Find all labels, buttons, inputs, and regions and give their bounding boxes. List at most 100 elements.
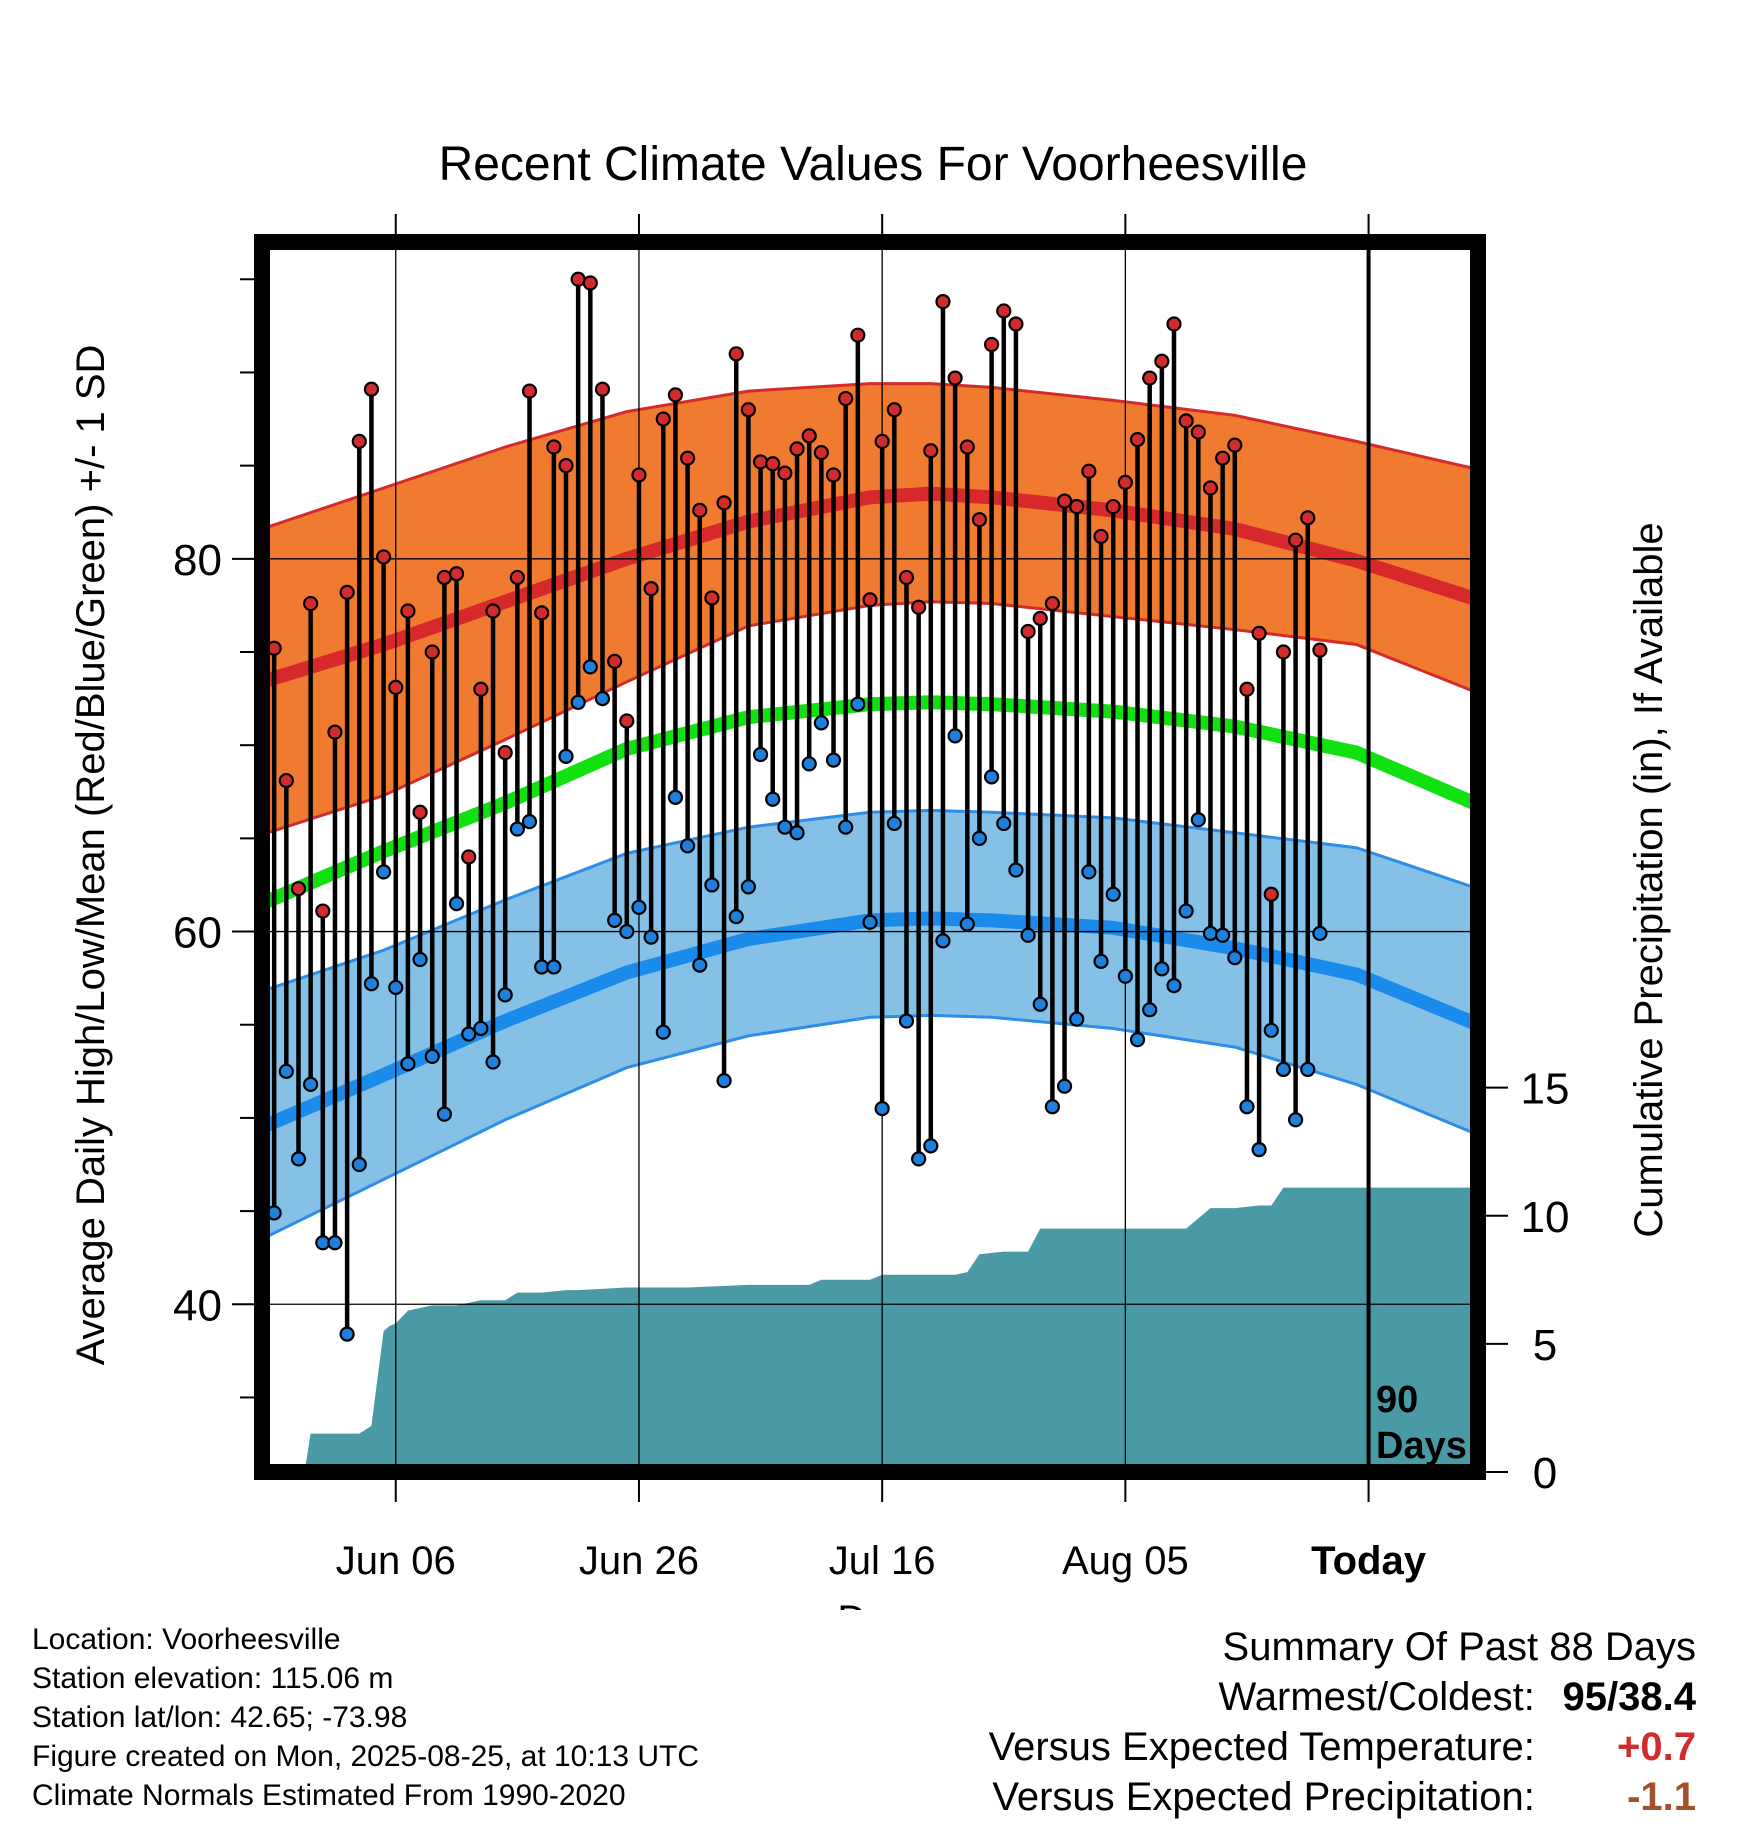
daily-high-point <box>351 433 367 450</box>
daily-high-point <box>1093 528 1109 545</box>
daily-high-point <box>594 381 611 397</box>
info-normals: Climate Normals Estimated From 1990-2020 <box>32 1779 626 1812</box>
daily-low-point <box>935 933 951 949</box>
daily-low-point <box>594 690 611 707</box>
daily-low-point <box>777 819 793 835</box>
daily-low-point <box>1227 950 1243 966</box>
daily-low-point <box>1300 1061 1316 1078</box>
daily-low-point <box>959 916 975 932</box>
y-tick-label: 80 <box>173 536 222 585</box>
daily-high-point <box>339 584 355 600</box>
daily-high-point <box>473 681 489 697</box>
daily-low-point <box>424 1048 440 1065</box>
daily-low-point <box>813 715 829 731</box>
plot-area <box>262 242 1478 1472</box>
plot-frame <box>254 234 1486 1480</box>
daily-high-point <box>278 772 294 789</box>
y2-tick-label: 15 <box>1521 1065 1570 1114</box>
daily-low-point <box>716 1073 732 1089</box>
daily-low-point <box>388 979 404 996</box>
daily-low-point <box>838 819 854 835</box>
daily-low-point <box>947 728 963 744</box>
daily-high-point <box>1312 642 1328 658</box>
x-tick-label: Aug 05 <box>1062 1539 1189 1583</box>
daily-low-point <box>765 791 781 807</box>
daily-low-point <box>643 929 659 945</box>
daily-high-point <box>424 644 440 660</box>
daily-low-point <box>1275 1061 1292 1078</box>
axes: 40 60 80 0 5 10 15 Jun 06 Jun 26 Jul 16 Aug 05 Toda… <box>173 214 1569 1583</box>
daily-high-point <box>1227 437 1243 453</box>
y2-axis-label: Cumulative Precipitation (in), If Availa… <box>1627 522 1671 1237</box>
daily-low-point <box>1093 953 1109 969</box>
daily-high-point <box>1215 450 1231 466</box>
daily-low-point <box>521 813 538 830</box>
daily-high-point <box>448 566 465 582</box>
x-tick-label: Jun 26 <box>579 1539 699 1583</box>
daily-low-point <box>1263 1022 1279 1038</box>
daily-high-point <box>838 390 854 407</box>
normal-mean-line <box>262 695 1478 911</box>
daily-high-point <box>923 443 939 459</box>
temp-deviation-label: Versus Expected Temperature: <box>988 1725 1535 1769</box>
daily-high-point <box>886 402 902 418</box>
daily-low-point <box>509 821 525 837</box>
daily-high-point <box>825 467 842 483</box>
daily-high-point <box>376 549 392 565</box>
daily-low-point <box>886 815 902 832</box>
daily-high-point <box>582 275 598 291</box>
daily-low-point <box>1251 1141 1267 1158</box>
precip-area <box>262 1187 1478 1472</box>
daily-low-point <box>1287 1112 1304 1128</box>
daily-low-point <box>740 879 757 895</box>
daily-high-point <box>1117 474 1133 491</box>
daily-high-point <box>898 569 915 586</box>
daily-low-point <box>1166 977 1182 994</box>
daily-high-point <box>315 903 331 919</box>
info-elevation: Station elevation: 115.06 m <box>32 1662 394 1695</box>
daily-high-point <box>728 346 744 362</box>
daily-low-point <box>789 825 805 841</box>
daily-high-point <box>1105 499 1121 515</box>
climate-chart: Recent Climate Values For Voorheesville … <box>69 138 1671 1610</box>
low-sd-upper-line <box>262 808 1478 993</box>
daily-high-point <box>521 383 538 399</box>
daily-low-point <box>534 959 550 975</box>
daily-low-point <box>327 1235 343 1251</box>
daily-high-point <box>607 653 623 669</box>
daily-low-point <box>862 914 878 930</box>
info-location: Location: Voorheesville <box>32 1623 341 1656</box>
daily-high-point <box>679 450 696 466</box>
daily-high-point <box>388 679 404 696</box>
daily-high-point <box>461 849 477 865</box>
daily-high-point <box>643 581 659 597</box>
marker-label-line2: Days <box>1376 1425 1467 1467</box>
daily-high-point <box>777 465 793 481</box>
daily-high-point <box>546 439 562 455</box>
daily-high-point <box>1178 413 1194 429</box>
y2-tick-label: 5 <box>1533 1321 1557 1370</box>
daily-low-point <box>1117 968 1133 984</box>
daily-low-point <box>704 877 720 893</box>
daily-high-point <box>971 512 988 528</box>
daily-high-point <box>667 387 684 403</box>
precip-deviation-value: -1.1 <box>1627 1775 1696 1819</box>
daily-low-point <box>570 694 586 710</box>
daily-high-point <box>655 411 671 427</box>
summary-warmest-row: Warmest/Coldest: 95/38.4 <box>989 1672 1697 1722</box>
daily-high-point <box>534 605 550 621</box>
daily-low-point <box>983 769 1000 785</box>
daily-low-point <box>752 746 769 763</box>
daily-low-point <box>278 1063 294 1079</box>
info-created: Figure created on Mon, 2025-08-25, at 10… <box>32 1740 700 1773</box>
daily-low-point <box>1312 925 1328 942</box>
daily-high-point <box>716 495 732 511</box>
daily-high-point <box>303 595 319 612</box>
y2-tick-label: 10 <box>1521 1193 1570 1242</box>
daily-low-point <box>558 748 574 764</box>
daily-high-point <box>801 428 817 444</box>
daily-low-point <box>728 909 744 925</box>
daily-high-point <box>1166 316 1182 332</box>
daily-high-point <box>327 724 343 740</box>
daily-low-point <box>898 1013 915 1029</box>
